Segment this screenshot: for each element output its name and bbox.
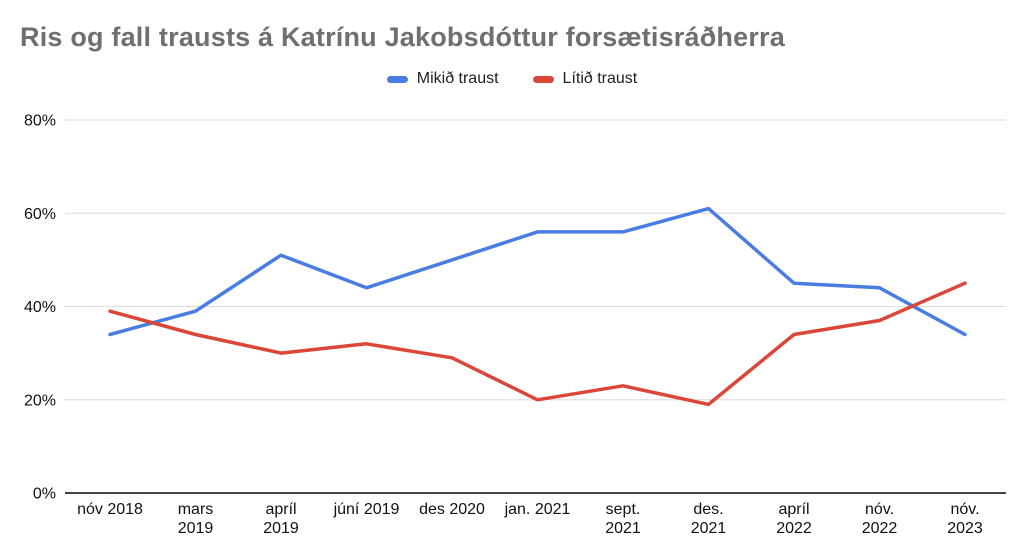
legend: Mikið traust Lítið traust (0, 70, 1024, 88)
legend-label-mikid-traust: Mikið traust (416, 70, 499, 87)
legend-swatch-litid-traust (532, 75, 554, 83)
y-tick-label: 20% (24, 392, 56, 409)
legend-label-litid-traust: Lítið traust (562, 70, 638, 87)
y-tick-label: 40% (24, 299, 56, 316)
x-axis-label: des 2020 (419, 501, 485, 518)
x-axis-label: jan. 2021 (504, 501, 571, 518)
line-l-ti-traust (108, 281, 967, 407)
chart-title: Ris og fall trausts á Katrínu Jakobsdótt… (20, 22, 785, 52)
x-axis-label: nóv 2018 (77, 501, 143, 518)
x-axis-label: nóv. 2023 (947, 501, 983, 537)
y-tick-label: 60% (24, 206, 56, 223)
line-miki-traust (108, 206, 967, 337)
x-axis-label: sept. 2021 (605, 501, 641, 537)
y-tick-label: 80% (24, 113, 56, 130)
x-axis-label: des. 2021 (691, 501, 727, 537)
legend-swatch-mikid-traust (386, 75, 408, 83)
x-axis-label: mars 2019 (178, 501, 214, 537)
x-axis-label: nóv. 2022 (862, 501, 898, 537)
legend-item-mikid-traust: Mikið traust (386, 70, 499, 88)
x-axis-label: júní 2019 (333, 501, 400, 518)
legend-item-litid-traust: Lítið traust (532, 70, 638, 88)
line-chart: 0% 20% 40% 60% 80% nóv 2018 mars 2019 apríl 2019 j… (24, 113, 1006, 537)
x-axis-label: apríl 2022 (776, 501, 812, 537)
x-axis-label: apríl 2019 (263, 501, 299, 537)
y-tick-label: 0% (33, 486, 56, 503)
